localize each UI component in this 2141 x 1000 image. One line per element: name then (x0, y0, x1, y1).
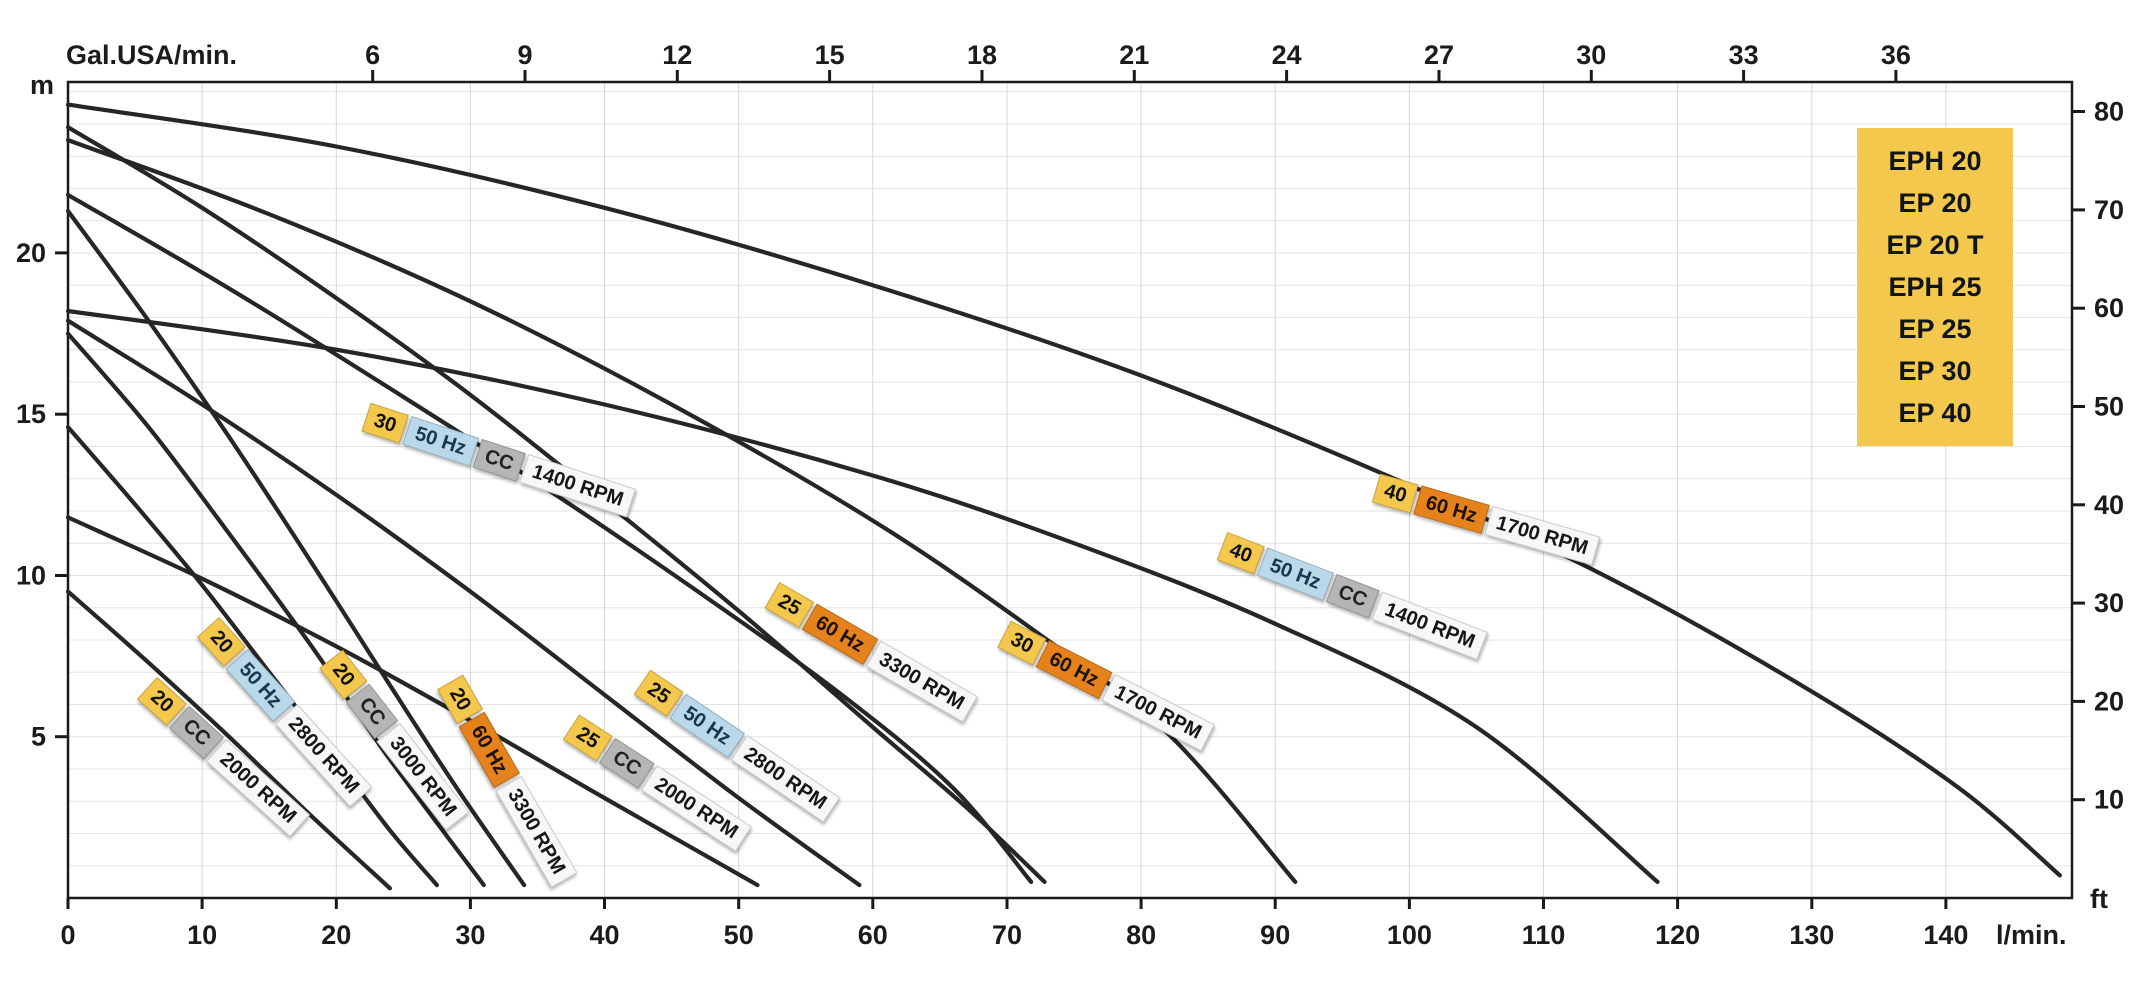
pump-curve (65, 102, 2062, 878)
legend-item: EP 25 (1898, 314, 1972, 344)
bottom-axis-tick-label: 90 (1260, 920, 1290, 950)
top-axis-tick-label: 24 (1272, 40, 1302, 70)
bottom-axis-tick-label: 70 (992, 920, 1022, 950)
legend-box: EPH 20 EP 20 EP 20 T EPH 25 EP 25 EP 30 EP 40 (1857, 128, 2013, 446)
top-axis-tick-label: 18 (967, 40, 997, 70)
right-axis-tick-label: 10 (2094, 785, 2124, 815)
right-axis-tick-label: 50 (2094, 392, 2124, 422)
right-axis-unit-label: ft (2090, 884, 2108, 914)
bottom-axis-tick-label: 50 (724, 920, 754, 950)
legend-item: EPH 25 (1888, 272, 1982, 302)
legend-item: EP 40 (1898, 398, 1972, 428)
right-axis-tick-label: 30 (2094, 588, 2124, 618)
bottom-axis-tick-label: 10 (187, 920, 217, 950)
top-axis-unit-label: Gal.USA/min. (66, 40, 237, 70)
right-axis-tick-label: 60 (2094, 293, 2124, 323)
bottom-axis-tick-label: 100 (1387, 920, 1432, 950)
legend-item: EP 30 (1898, 356, 1972, 386)
pump-curve (65, 192, 1034, 884)
bottom-axis-unit-label: l/min. (1996, 920, 2067, 950)
left-axis-tick-label: 20 (16, 238, 46, 268)
left-axis-tick-label: 15 (16, 399, 46, 429)
top-axis-tick-label: 6 (365, 40, 380, 70)
top-axis-tick-label: 9 (517, 40, 532, 70)
pump-curve (65, 308, 1660, 884)
grid (68, 82, 2072, 898)
top-axis-tick-label: 33 (1729, 40, 1759, 70)
legend-item: EP 20 T (1886, 230, 1984, 260)
pump-curves (65, 102, 2062, 891)
bottom-axis-tick-label: 40 (589, 920, 619, 950)
bottom-axis-tick-label: 60 (858, 920, 888, 950)
bottom-axis-tick-label: 0 (60, 920, 75, 950)
pump-curve (65, 331, 486, 888)
left-axis-tick-label: 10 (16, 561, 46, 591)
right-axis-tick-label: 40 (2094, 490, 2124, 520)
bottom-axis-tick-label: 110 (1522, 920, 1566, 950)
pump-curve (65, 589, 392, 891)
bottom-axis-tick-label: 120 (1655, 920, 1700, 950)
top-axis-tick-label: 27 (1424, 40, 1454, 70)
bottom-axis-tick-label: 80 (1126, 920, 1156, 950)
bottom-axis-tick-label: 140 (1923, 920, 1968, 950)
top-axis-tick-label: 36 (1881, 40, 1911, 70)
axis-ticks (55, 70, 2085, 909)
axis-tick-labels: 6 9 12 15 18 21 24 27 30 33 36 0 10 20 30 40 50 60 70 80 90 1… (16, 40, 2124, 950)
top-axis-tick-label: 21 (1119, 40, 1149, 70)
pump-curve (65, 425, 439, 888)
pump-curve (65, 515, 760, 888)
plot-frame (66, 80, 2074, 900)
right-axis-tick-label: 20 (2094, 686, 2124, 716)
bottom-axis-tick-label: 20 (321, 920, 351, 950)
top-axis-tick-label: 12 (662, 40, 692, 70)
top-axis-tick-label: 15 (815, 40, 845, 70)
bottom-axis-tick-label: 30 (455, 920, 485, 950)
top-axis-tick-label: 30 (1576, 40, 1606, 70)
legend-item: EPH 20 (1888, 146, 1982, 176)
right-axis-tick-label: 70 (2094, 195, 2124, 225)
legend-item: EP 20 (1898, 188, 1972, 218)
bottom-axis-tick-label: 130 (1789, 920, 1834, 950)
right-axis-tick-label: 80 (2094, 97, 2124, 127)
left-axis-tick-label: 5 (31, 722, 46, 752)
left-axis-unit-label: m (30, 70, 54, 100)
